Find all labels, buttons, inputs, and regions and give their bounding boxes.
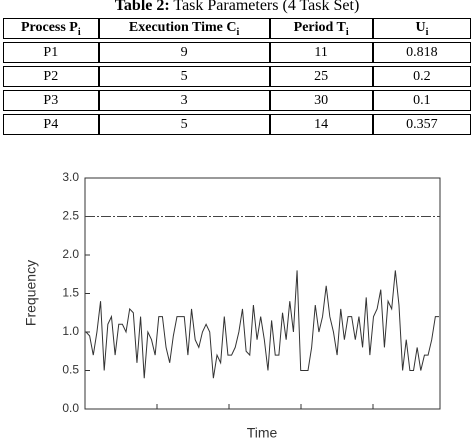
task-table: Process Pi Execution Time Ci Period Ti Ui P1… (3, 15, 471, 138)
table-cell: P4 (3, 114, 99, 135)
y-tick-label: 1.5 (62, 286, 79, 300)
table-row: P3 3 30 0.1 (3, 90, 471, 111)
table-cell: 5 (98, 66, 270, 87)
table-row: P1 9 11 0.818 (3, 42, 471, 63)
table-cell: 30 (269, 90, 373, 111)
y-tick-label: 2.0 (62, 247, 79, 261)
header-text: Process P (20, 19, 78, 35)
header-text: Period T (293, 19, 346, 35)
data-line (85, 270, 439, 379)
table-cell: 14 (269, 114, 373, 135)
header-text: Execution Time C (128, 19, 237, 35)
caption-label: Table 2: (114, 0, 170, 14)
header-cell: Execution Time Ci (98, 18, 270, 39)
table-cell: 0.818 (372, 42, 471, 63)
table-row: P4 5 14 0.357 (3, 114, 471, 135)
table-cell: P3 (3, 90, 99, 111)
table-cell: 3 (98, 90, 270, 111)
header-cell: Period Ti (269, 18, 373, 39)
x-ticks (156, 404, 374, 409)
y-axis-label: Frequency (23, 260, 39, 326)
table-cell: 5 (98, 114, 270, 135)
plot-frame (84, 177, 441, 410)
x-axis-label: Time (247, 425, 278, 441)
table-cell: 11 (269, 42, 373, 63)
header-subscript: i (236, 26, 240, 38)
y-tick-label: 2.5 (62, 209, 79, 223)
y-tick-label: 0.0 (62, 401, 79, 415)
table-cell: 9 (98, 42, 270, 63)
y-tick-label: 3.0 (62, 170, 79, 184)
header-row: Process Pi Execution Time Ci Period Ti Ui (3, 18, 471, 39)
table-cell: P2 (3, 66, 99, 87)
header-text: U (415, 19, 426, 35)
table-cell: 0.357 (372, 114, 471, 135)
header-cell: Process Pi (3, 18, 99, 39)
header-cell: Ui (372, 18, 471, 39)
table-cell: 0.1 (372, 90, 471, 111)
table-row: P2 5 25 0.2 (3, 66, 471, 87)
y-tick-label: 1.0 (62, 324, 79, 338)
caption-text: Task Parameters (4 Task Set) (173, 0, 360, 14)
header-subscript: i (77, 26, 81, 38)
table-caption: Table 2: Task Parameters (4 Task Set) (0, 0, 474, 15)
table-cell: P1 (3, 42, 99, 63)
header-subscript: i (425, 26, 429, 38)
header-subscript: i (345, 26, 349, 38)
chart: Time Frequency 0.0 0.5 1.0 1.5 2.0 2.5 3.0 (23, 170, 441, 441)
table-cell: 0.2 (372, 66, 471, 87)
y-tick-label: 0.5 (62, 363, 79, 377)
table-cell: 25 (269, 66, 373, 87)
